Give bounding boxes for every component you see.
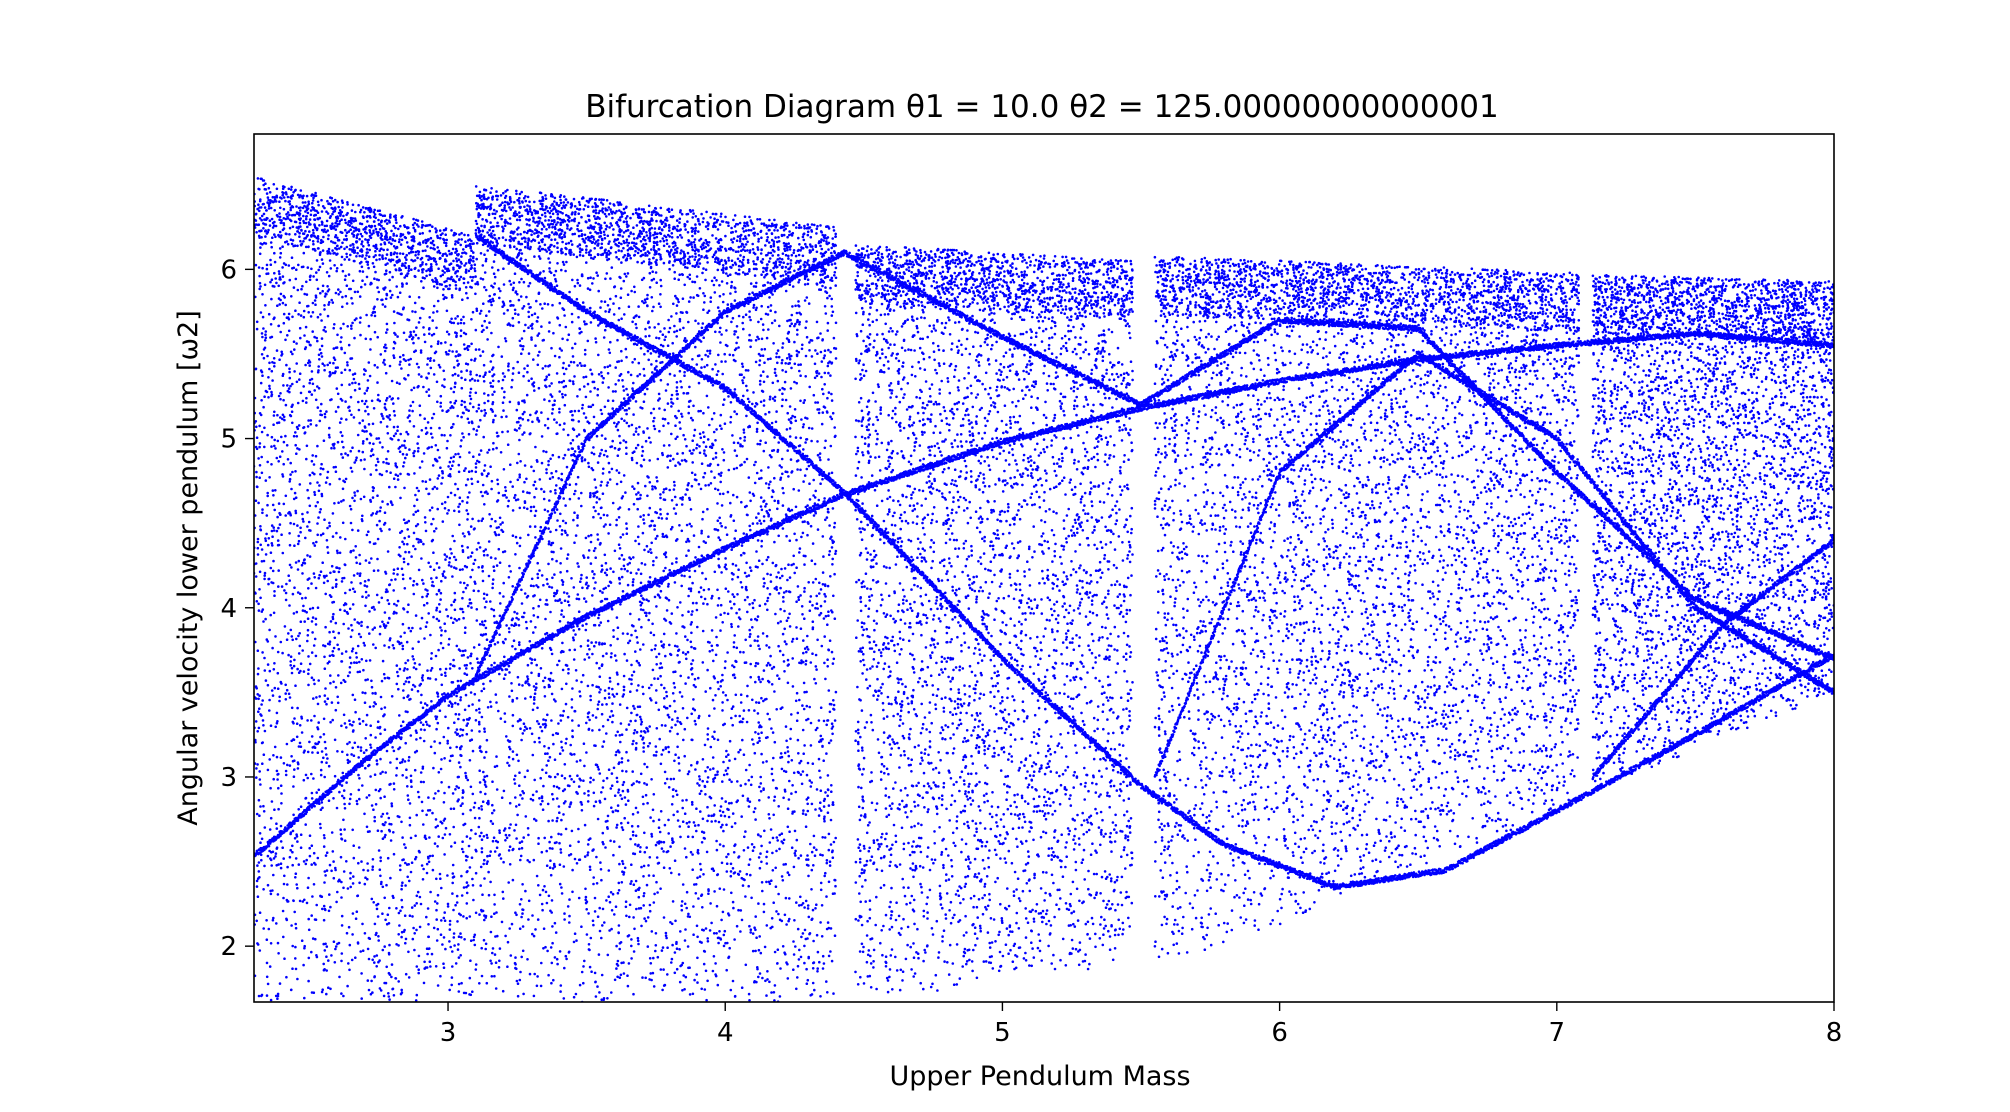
y-axis-ticks: 2 3 4 5 6 [220, 255, 254, 962]
x-tick-label: 4 [717, 1018, 734, 1048]
y-tick-label: 6 [220, 255, 237, 285]
y-tick-label: 2 [220, 932, 237, 962]
y-axis-label: Angular velocity lower pendulum [ω2] [173, 310, 204, 826]
x-tick-label: 5 [994, 1018, 1011, 1048]
x-axis-ticks: 3 4 5 6 7 8 [440, 1002, 1843, 1048]
y-tick-label: 3 [220, 763, 237, 793]
scatter-points [254, 177, 1834, 1002]
x-tick-label: 6 [1271, 1018, 1288, 1048]
x-tick-label: 7 [1549, 1018, 1566, 1048]
x-tick-label: 8 [1826, 1018, 1843, 1048]
y-tick-label: 5 [220, 425, 237, 455]
plot-area-frame [253, 133, 1835, 1003]
chart-title: Bifurcation Diagram θ1 = 10.0 θ2 = 125.0… [585, 89, 1499, 125]
scatter-markers [254, 177, 1834, 1002]
x-tick-label: 3 [440, 1018, 457, 1048]
x-axis-label: Upper Pendulum Mass [889, 1061, 1190, 1092]
y-tick-label: 4 [220, 594, 237, 624]
